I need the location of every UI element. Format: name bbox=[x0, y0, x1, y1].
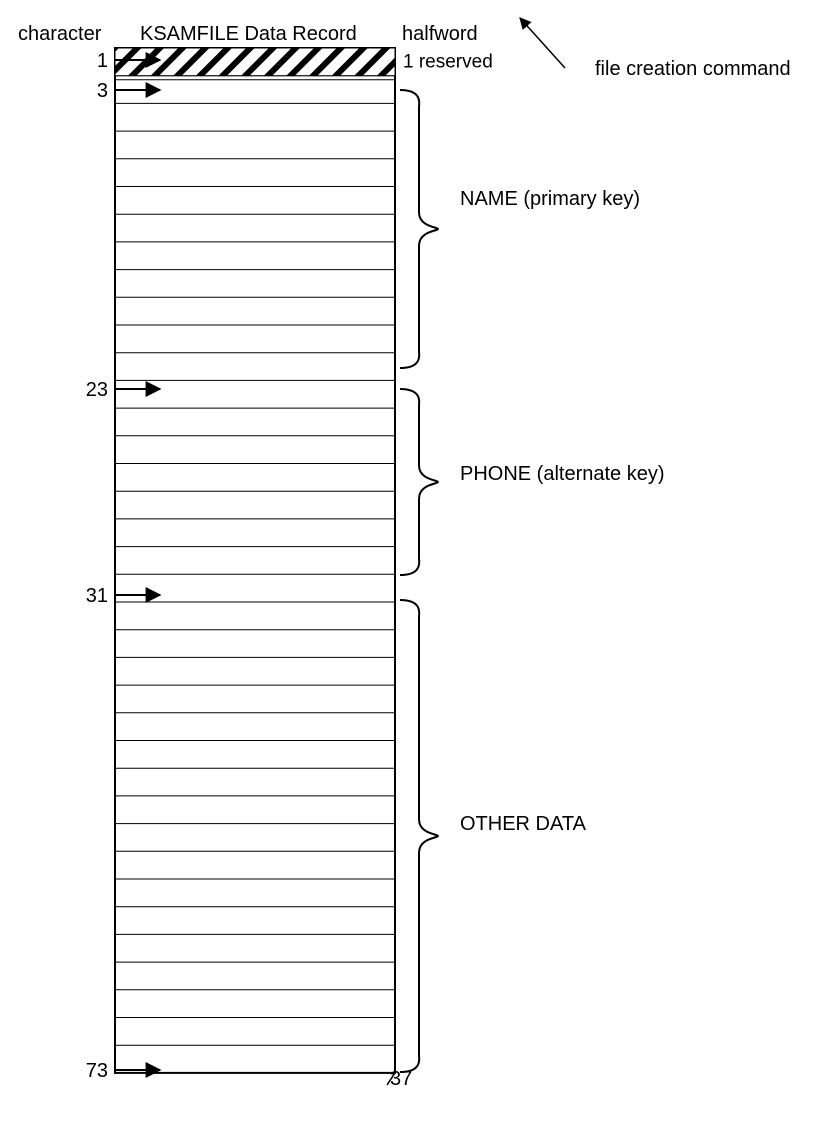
halfword-label: halfword bbox=[402, 23, 478, 45]
reserved-row bbox=[115, 48, 395, 76]
table-title: KSAMFILE Data Record bbox=[140, 23, 357, 45]
char-marker-31: 31 bbox=[86, 585, 108, 607]
char-marker-73: 73 bbox=[86, 1060, 108, 1082]
char-marker-23: 23 bbox=[86, 379, 108, 401]
other-brace bbox=[400, 600, 438, 1072]
char-marker-3: 3 bbox=[97, 80, 108, 102]
phone-brace bbox=[400, 389, 438, 575]
name-brace bbox=[400, 90, 438, 368]
char-marker-1: 1 bbox=[97, 50, 108, 72]
file-creation-label: file creation command bbox=[595, 58, 791, 80]
file-creation-arrow bbox=[520, 18, 565, 68]
other-label: OTHER DATA bbox=[460, 813, 587, 835]
reserved-label: 1 reserved bbox=[403, 52, 493, 73]
character-label: character bbox=[18, 23, 102, 45]
phone-label: PHONE (alternate key) bbox=[460, 463, 665, 485]
name-label: NAME (primary key) bbox=[460, 188, 640, 210]
record-table bbox=[115, 48, 395, 1073]
